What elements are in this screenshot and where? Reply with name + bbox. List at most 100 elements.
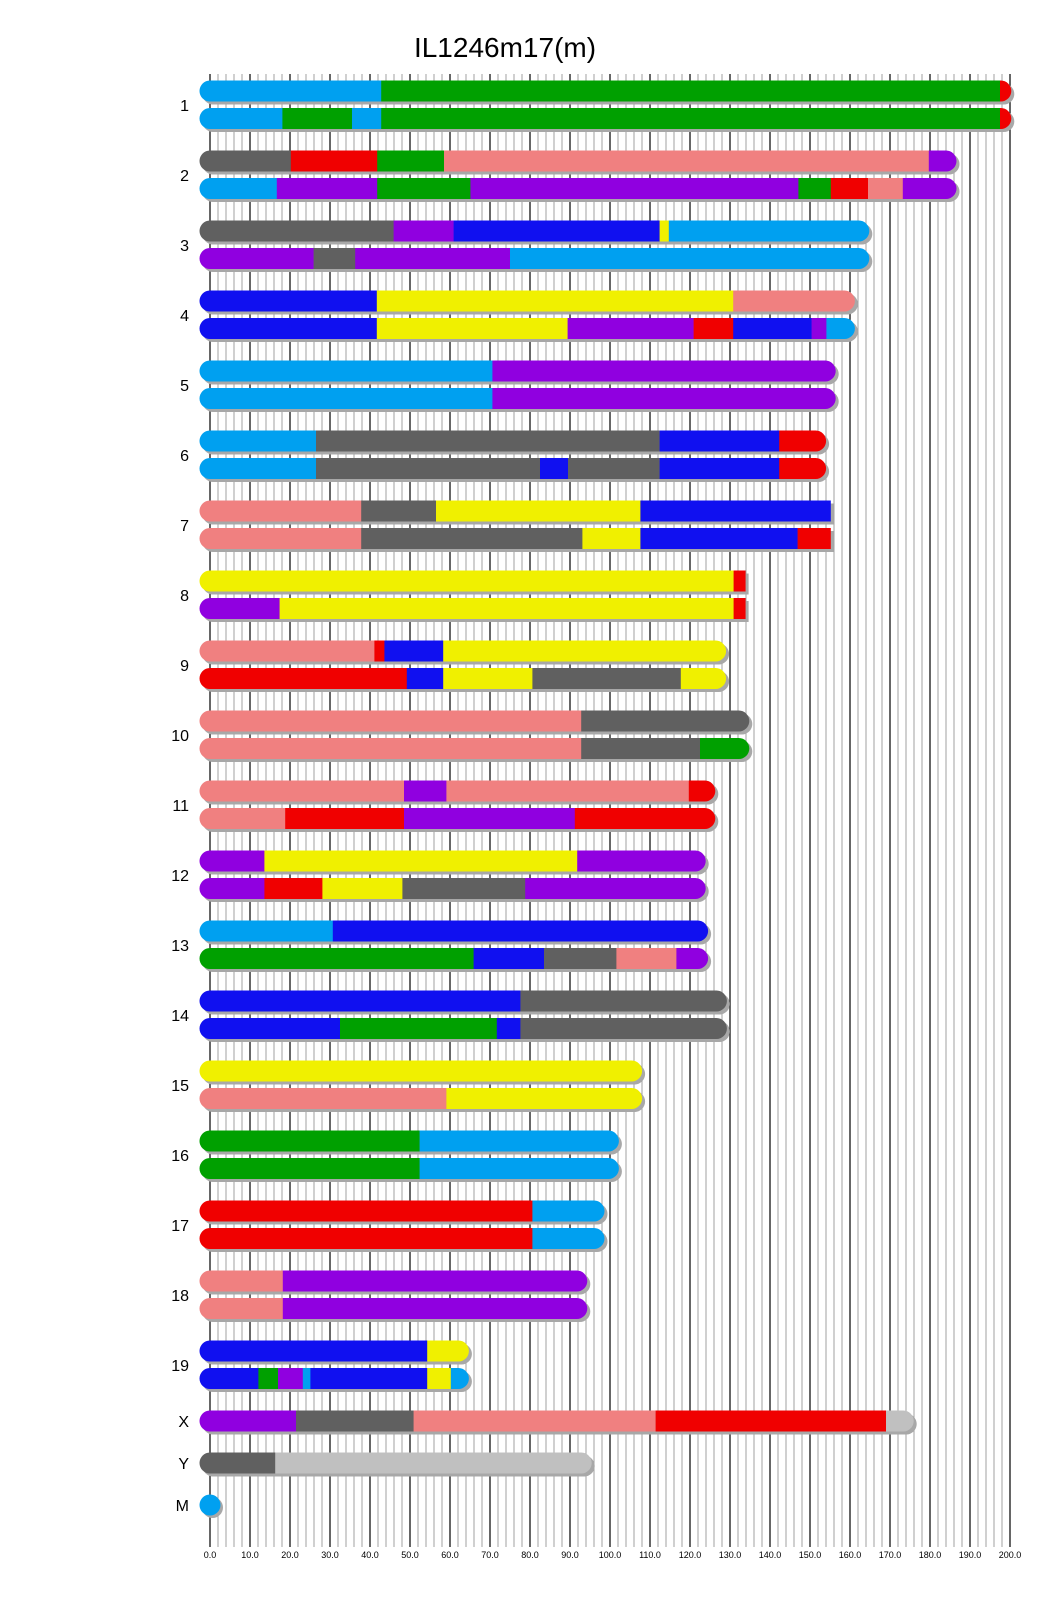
segment-yellow <box>199 570 734 592</box>
segment-salmon <box>199 808 286 829</box>
haplotype-bar <box>199 528 834 552</box>
chromosome-2 <box>199 150 960 202</box>
segment-purple <box>393 220 454 242</box>
segment-yellow <box>659 220 670 242</box>
x-axis-tick-labels: 0.0 10.0 20.0 30.0 40.0 50.0 60.0 70.0 80.0 90.0 1… <box>204 1550 1022 1560</box>
chromosome-11 <box>199 780 719 832</box>
haplotype-bar <box>199 1340 472 1365</box>
segment-green <box>381 108 1001 129</box>
segment-purple <box>525 878 706 899</box>
x-tick-label: 150.0 <box>799 1550 822 1560</box>
segment-purple <box>282 1270 588 1292</box>
segment-red <box>779 430 827 452</box>
segment-lightblue <box>668 220 870 242</box>
segment-blue <box>473 948 545 969</box>
haplotype-bar <box>199 388 839 412</box>
x-tick-label: 120.0 <box>679 1550 702 1560</box>
haplotype-bar <box>199 318 858 342</box>
haplotype-bar <box>199 1130 622 1155</box>
segment-yellow <box>443 640 727 662</box>
segment-purple <box>902 178 957 199</box>
chromosome-label-M: M <box>176 1498 189 1515</box>
segment-salmon <box>444 150 930 172</box>
chromosome-bars <box>199 80 1015 1518</box>
segment-gray <box>520 1018 727 1039</box>
segment-yellow <box>680 668 727 689</box>
chromosome-X <box>199 1410 917 1435</box>
segment-red <box>374 640 385 662</box>
segment-salmon <box>446 780 690 802</box>
chromosome-5 <box>199 360 839 412</box>
segment-purple <box>276 178 378 199</box>
segment-gray <box>532 668 682 689</box>
segment-blue <box>733 318 812 339</box>
segment-gray <box>402 878 526 899</box>
haplotype-bar <box>199 598 749 622</box>
haplotype-bar <box>199 500 834 525</box>
segment-lightblue <box>199 920 334 942</box>
segment-green <box>199 1158 420 1179</box>
chromosome-19 <box>199 1340 472 1392</box>
segment-gray <box>296 1410 414 1432</box>
x-tick-label: 100.0 <box>599 1550 622 1560</box>
chromosome-16 <box>199 1130 622 1182</box>
segment-lightblue <box>199 1494 221 1516</box>
haplotype-bar <box>199 290 858 315</box>
haplotype-bar <box>199 248 873 272</box>
chromosome-label-18: 18 <box>171 1288 189 1305</box>
segment-lightblue <box>532 1228 605 1249</box>
chromosome-label-4: 4 <box>180 308 189 325</box>
x-tick-label: 180.0 <box>919 1550 942 1560</box>
segment-lightblue <box>199 108 283 129</box>
segment-red <box>797 528 831 549</box>
x-tick-label: 0.0 <box>204 1550 217 1560</box>
segment-red <box>199 668 408 689</box>
chromosome-8 <box>199 570 749 622</box>
segment-blue <box>453 220 660 242</box>
segment-lightblue <box>419 1130 619 1152</box>
segment-salmon <box>199 528 362 549</box>
haplotype-bar <box>199 1018 730 1042</box>
segment-purple <box>278 1368 304 1389</box>
segment-green <box>340 1018 498 1039</box>
segment-red <box>1000 80 1012 102</box>
segment-blue <box>496 1018 521 1039</box>
haplotype-bar <box>199 178 960 202</box>
segment-purple <box>492 360 836 382</box>
x-tick-label: 50.0 <box>401 1550 419 1560</box>
segment-red <box>290 150 378 172</box>
segment-red <box>264 878 323 899</box>
segment-gray <box>361 528 583 549</box>
chromosome-13 <box>199 920 712 972</box>
haplotype-bar <box>199 570 749 595</box>
chromosome-3 <box>199 220 873 272</box>
segment-blue <box>640 528 798 549</box>
chromosome-4 <box>199 290 858 342</box>
segment-green <box>377 150 445 172</box>
segment-salmon <box>413 1410 656 1432</box>
segment-blue <box>659 430 780 452</box>
haplotype-bar <box>199 108 1015 132</box>
segment-green <box>258 1368 279 1389</box>
segment-lightblue <box>450 1368 469 1389</box>
chromosome-label-6: 6 <box>180 448 189 465</box>
chromosome-6 <box>199 430 830 482</box>
segment-purple <box>811 318 827 339</box>
segment-salmon <box>199 1088 447 1109</box>
haplotype-bar <box>199 1298 591 1322</box>
segment-green <box>199 948 474 969</box>
x-tick-label: 160.0 <box>839 1550 862 1560</box>
chromosome-label-12: 12 <box>171 868 189 885</box>
segment-salmon <box>733 290 855 312</box>
x-tick-label: 170.0 <box>879 1550 902 1560</box>
segment-purple <box>577 850 706 872</box>
segment-purple <box>404 780 447 802</box>
segment-lightblue <box>510 248 870 269</box>
segment-gray <box>316 430 660 452</box>
segment-salmon <box>199 1298 284 1319</box>
segment-gray <box>544 948 617 969</box>
x-tick-label: 200.0 <box>999 1550 1022 1560</box>
chromosome-label-17: 17 <box>171 1218 189 1235</box>
segment-blue <box>199 1368 259 1389</box>
